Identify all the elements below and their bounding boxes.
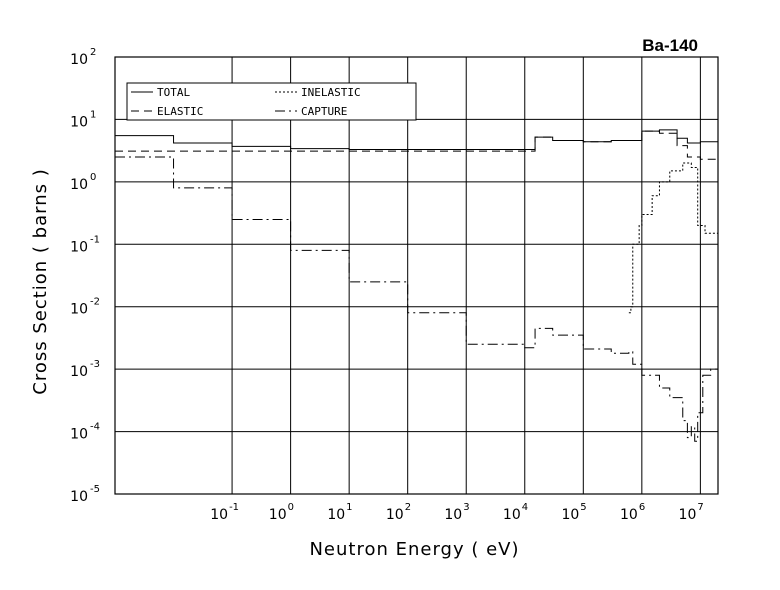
y-tick-exponent: -3 (90, 359, 100, 370)
x-tick-exponent: 0 (288, 502, 294, 513)
chart-title: Ba-140 (642, 36, 698, 55)
legend-label-inelastic: INELASTIC (301, 86, 361, 99)
x-tick-exponent: 3 (463, 502, 469, 513)
x-tick-base: 10 (327, 507, 345, 523)
plot-frame (114, 56, 719, 495)
y-tick-base: 10 (70, 52, 88, 68)
x-tick-exponent: 6 (639, 502, 645, 513)
series-line-inelastic (628, 162, 719, 314)
y-tick-exponent: -4 (90, 422, 100, 433)
x-tick-exponent: 5 (580, 502, 586, 513)
x-tick-exponent: 7 (697, 502, 703, 513)
x-tick-base: 10 (679, 507, 697, 523)
series-line-capture (115, 156, 718, 442)
x-tick-base: 10 (269, 507, 287, 523)
tick-labels: 10 -1 10 0 10 1 10 2 10 3 10 4 10 5 10 6 10 710 210 110 010-… (70, 47, 704, 523)
legend-label-total: TOTAL (157, 86, 190, 99)
y-tick-exponent: 2 (90, 47, 96, 58)
y-tick-exponent: -5 (90, 484, 100, 495)
legend: TOTAL INELASTIC ELASTIC CAPTURE (126, 82, 417, 121)
series-lines (115, 129, 719, 442)
x-tick-exponent: 2 (405, 502, 411, 513)
x-tick-base: 10 (561, 507, 579, 523)
x-tick-base: 10 (503, 507, 521, 523)
x-tick-base: 10 (620, 507, 638, 523)
x-tick-exponent: -1 (229, 502, 239, 513)
y-tick-base: 10 (70, 427, 88, 443)
legend-box (126, 82, 417, 121)
y-tick-exponent: 0 (90, 172, 96, 183)
y-tick-base: 10 (70, 114, 88, 130)
x-tick-exponent: 1 (346, 502, 352, 513)
x-tick-exponent: 4 (522, 502, 528, 513)
legend-label-capture: CAPTURE (301, 105, 347, 118)
y-axis-title: Cross Section ( barns ) (30, 168, 51, 394)
y-tick-exponent: 1 (90, 109, 96, 120)
x-tick-base: 10 (444, 507, 462, 523)
y-tick-base: 10 (70, 239, 88, 255)
y-tick-base: 10 (70, 302, 88, 318)
series-line-elastic (115, 130, 719, 160)
y-tick-base: 10 (70, 364, 88, 380)
x-axis-title: Neutron Energy ( eV) (309, 539, 519, 560)
y-tick-exponent: -2 (90, 297, 100, 308)
x-tick-base: 10 (210, 507, 228, 523)
legend-label-elastic: ELASTIC (157, 105, 203, 118)
y-tick-base: 10 (70, 489, 88, 505)
y-tick-exponent: -1 (90, 234, 100, 245)
x-tick-base: 10 (386, 507, 404, 523)
y-tick-base: 10 (70, 177, 88, 193)
